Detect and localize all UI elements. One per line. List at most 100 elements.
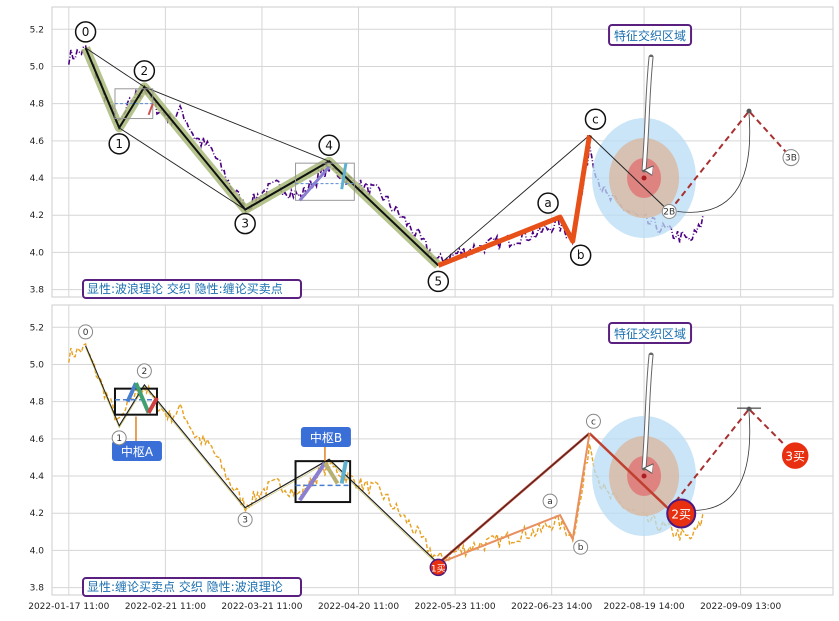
wave-label-circle (573, 539, 589, 555)
y-tick-label: 4.8 (30, 100, 45, 110)
legend-text: 显性:缠论买卖点 交织 隐性:波浪理论 (87, 579, 283, 594)
wave-label-circle (133, 60, 156, 82)
signal-1buy-circle (429, 558, 448, 577)
wave-label-circle (234, 212, 256, 235)
y-tick-label: 4.8 (30, 398, 45, 408)
wave-connector (144, 86, 330, 162)
signal-1buy-label: 1买 (431, 563, 446, 574)
signal-3b-circle (782, 149, 800, 167)
wave-label-b: b (577, 248, 585, 262)
pivot-box-b (295, 162, 355, 201)
wave-label-3: 3 (242, 516, 248, 526)
wave-label-circle (78, 324, 94, 340)
wave-label-circle (108, 133, 130, 155)
x-tick-label: 2022-08-19 14:00 (603, 602, 684, 612)
y-tick-label: 4.2 (30, 509, 44, 519)
wave-label-circle (585, 413, 601, 429)
pivot-b-stroke (298, 461, 327, 502)
y-tick-label: 3.8 (30, 286, 45, 296)
wave-label-a: a (547, 497, 553, 507)
pivot-stroke (340, 162, 348, 190)
projection-arc (677, 114, 751, 213)
abc-wave (437, 134, 592, 268)
x-axis: 2022-01-17 11:00 2022-02-21 11:00 2022-03-… (28, 602, 781, 612)
legend-text: 显性:波浪理论 交织 隐性:缠论买卖点 (87, 281, 283, 296)
callout-arrow (642, 56, 651, 170)
callout-box (608, 24, 693, 46)
wave-label-circle (111, 430, 127, 446)
y-tick-label: 4.2 (30, 211, 44, 221)
wave-label-3: 3 (241, 217, 249, 231)
zone-a-label: 中枢A (121, 444, 154, 459)
callout-text: 特征交织区域 (614, 326, 686, 341)
projection-line (668, 407, 796, 511)
y-tick-label: 5.2 (30, 323, 44, 333)
y-tick-label: 5.0 (30, 62, 45, 72)
wave-label-circle (74, 21, 97, 43)
signal-2buy-circle (666, 498, 697, 529)
zone-a-label-bg (111, 441, 162, 461)
plot-area (51, 6, 834, 298)
projection-peak-dot (746, 406, 752, 412)
wave-label-0: 0 (83, 328, 89, 338)
zone-b-label: 中枢B (310, 430, 342, 445)
zone-center-dot (641, 473, 647, 479)
segment-down (588, 432, 671, 511)
y-tick-label: 4.4 (30, 472, 45, 482)
wave-connector (85, 47, 145, 88)
projection-arc (681, 412, 751, 511)
wave-label-5: 5 (434, 274, 442, 288)
x-tick-label: 2022-03-21 11:00 (221, 602, 302, 612)
wave-label-circle (237, 512, 253, 528)
stroke-lines (85, 345, 439, 564)
plot-area (51, 304, 834, 596)
callout-text: 特征交织区域 (614, 28, 686, 43)
signal-2b-circle (661, 203, 677, 219)
wave-label-circle (537, 192, 559, 214)
x-tick-label: 2022-09-09 13:00 (700, 602, 781, 612)
y-tick-label: 4.0 (30, 248, 45, 258)
callout-box (608, 322, 693, 344)
y-tick-label: 4.0 (30, 546, 45, 556)
legend-box (82, 279, 302, 299)
wave-label-4: 4 (325, 138, 333, 152)
y-tick-label: 4.4 (30, 174, 45, 184)
pivot-b-stroke (339, 460, 348, 484)
wave-connector (589, 134, 670, 212)
wave-label-circle (569, 244, 592, 266)
projection-peak-dot (746, 108, 752, 114)
signal-2buy-label: 2买 (671, 507, 691, 521)
wave-label-b: b (578, 543, 584, 553)
wave-label-0: 0 (82, 25, 90, 39)
pivot-stroke (298, 165, 331, 202)
signal-3buy-circle (780, 440, 810, 471)
y-tick-label: 5.0 (30, 360, 45, 370)
projection-line (668, 109, 792, 213)
callout-arrow (642, 354, 651, 468)
x-tick-label: 2022-04-20 11:00 (318, 602, 399, 612)
signal-3b-label: 3B (785, 154, 797, 164)
wave-label-circle (136, 363, 152, 379)
stroke-lines-shadow (85, 347, 439, 566)
y-tick-label: 4.6 (30, 137, 45, 147)
pivot-a-stroke (125, 382, 138, 403)
x-tick-label: 2022-02-21 11:00 (125, 602, 206, 612)
wave-label-a: a (544, 196, 551, 210)
wave-connector (438, 134, 590, 266)
wave-label-circle (584, 108, 607, 131)
wave-label-1: 1 (115, 137, 123, 151)
x-tick-label: 2022-06-23 14:00 (511, 602, 592, 612)
pivot-a-stroke (134, 382, 151, 414)
pivot-stroke (147, 103, 154, 116)
signal-3buy-label: 3买 (785, 450, 805, 464)
pivot-b-stroke (323, 461, 340, 485)
wave-label-1: 1 (116, 434, 122, 444)
segment-up-core (438, 432, 590, 564)
x-tick-label: 2022-01-17 11:00 (28, 602, 109, 612)
wave-label-circle (318, 134, 340, 157)
pivot-zone-b (294, 460, 352, 504)
wave-label-circle (542, 493, 558, 509)
